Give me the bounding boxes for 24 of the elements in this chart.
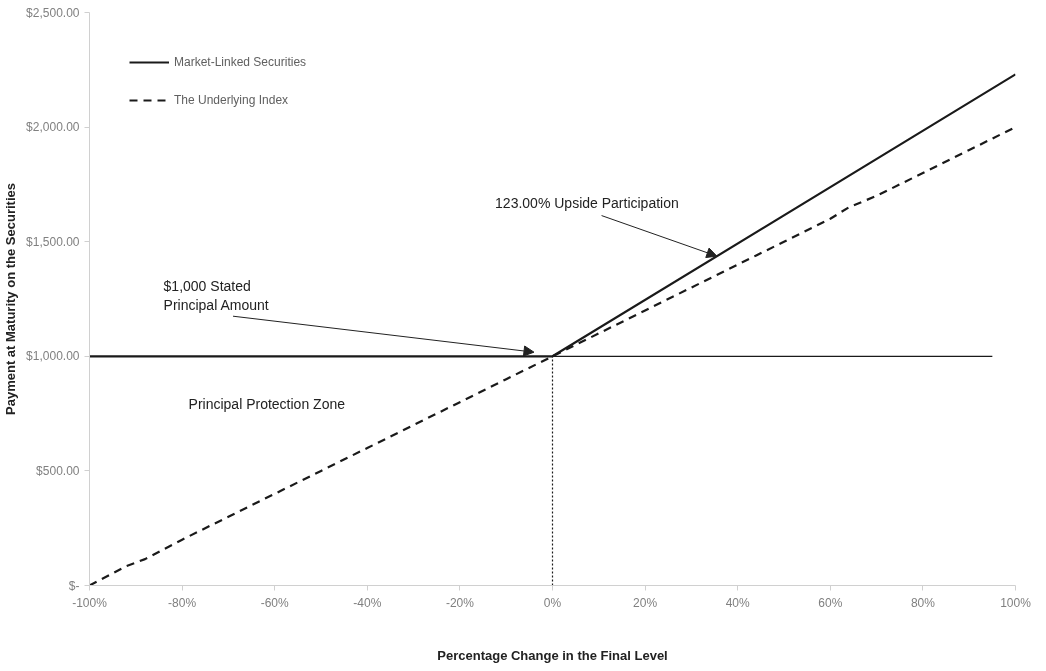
annotation: $1,000 Stated Principal Amount	[163, 277, 269, 314]
y-tick-label: $1,000.00	[26, 349, 80, 364]
x-tick-label: 20%	[633, 595, 658, 610]
legend-label: Market-Linked Securities	[174, 55, 307, 69]
x-tick-label: -80%	[168, 595, 197, 610]
annotation: Principal Protection Zone	[188, 396, 346, 413]
y-axis-title: Payment at Maturity on the Securities	[3, 183, 19, 415]
x-tick-label: 100%	[1000, 595, 1032, 610]
x-tick-label: -60%	[260, 595, 290, 610]
x-tick-label: 80%	[910, 595, 936, 610]
legend-label: The Underlying Index	[174, 93, 289, 107]
annotation: 123.00% Upside Participation	[495, 195, 679, 212]
x-tick-label: -20%	[445, 595, 475, 610]
x-tick-label: -40%	[353, 595, 382, 610]
y-tick-label: $-	[68, 578, 80, 593]
y-tick-label: $1,500.00	[26, 234, 80, 249]
x-axis-title: Percentage Change in the Final Level	[437, 647, 668, 663]
x-tick-label: 60%	[818, 595, 843, 610]
y-tick-label: $500.00	[36, 463, 80, 478]
x-tick-label: 40%	[725, 595, 751, 610]
x-tick-label: -100%	[72, 595, 108, 610]
y-tick-label: $2,000.00	[26, 120, 80, 135]
y-tick-label: $2,500.00	[26, 5, 80, 20]
x-tick-label: 0%	[543, 595, 562, 610]
